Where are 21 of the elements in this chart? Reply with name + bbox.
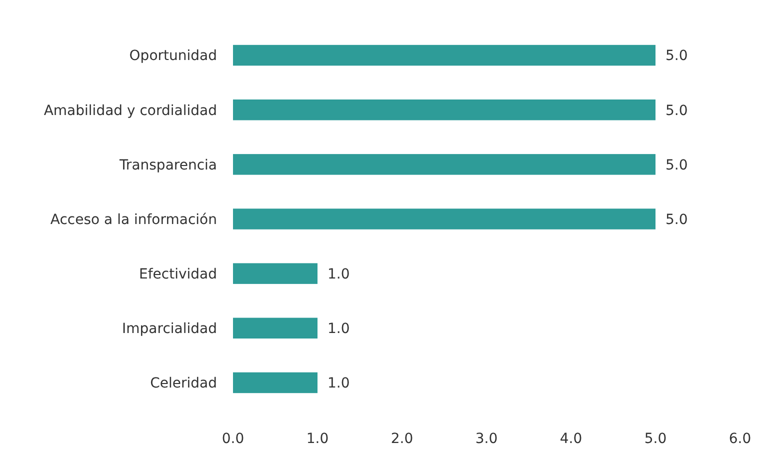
x-tick-label: 1.0 xyxy=(306,430,329,447)
x-tick-label: 2.0 xyxy=(390,430,414,447)
x-tick-label: 4.0 xyxy=(560,430,582,447)
y-tick-label: Acceso a la información xyxy=(50,212,217,228)
x-tick-label: 3.0 xyxy=(475,430,498,447)
data-label: 5.0 xyxy=(666,48,688,64)
x-tick-label: 0.0 xyxy=(222,430,244,447)
y-tick-label: Celeridad xyxy=(150,376,217,392)
data-label: 5.0 xyxy=(666,157,688,174)
x-tick-label: 5.0 xyxy=(644,430,667,447)
y-tick-label: Oportunidad xyxy=(129,48,217,64)
data-label: 1.0 xyxy=(328,321,350,338)
data-label: 1.0 xyxy=(328,266,350,282)
y-tick-label: Transparencia xyxy=(118,157,217,174)
data-label: 5.0 xyxy=(666,102,688,119)
data-label: 1.0 xyxy=(328,376,350,392)
y-tick-label: Efectividad xyxy=(139,266,217,282)
x-tick-label: 6.0 xyxy=(728,430,752,447)
y-tick-label: Imparcialidad xyxy=(122,321,217,338)
data-label: 5.0 xyxy=(666,212,688,228)
y-tick-label: Amabilidad y cordialidad xyxy=(44,102,217,119)
